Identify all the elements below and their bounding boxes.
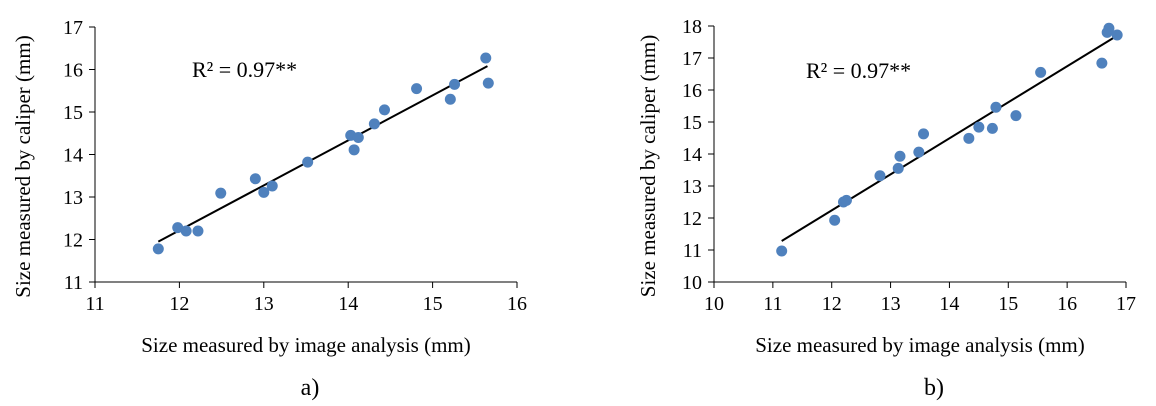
chart-a-data-point xyxy=(180,225,192,237)
chart-b-y-tick-label: 18 xyxy=(682,16,702,38)
chart-b-x-tick-label: 10 xyxy=(704,293,724,315)
chart-a-x-tick-label: 15 xyxy=(423,293,443,315)
chart-b-data-point xyxy=(1035,66,1047,78)
chart-a-data-point xyxy=(172,222,184,234)
chart-b-x-tick-label: 12 xyxy=(822,293,842,315)
chart-b-data-point xyxy=(1111,29,1123,41)
chart-a-y-axis-label: Size measured by caliper (mm) xyxy=(11,35,35,297)
chart-b-x-tick-label: 17 xyxy=(1116,293,1136,315)
chart-b-trendline xyxy=(781,34,1118,242)
chart-b-x-tick-label: 16 xyxy=(1057,293,1077,315)
chart-a-data-point xyxy=(348,144,360,156)
chart-b-panel-label: b) xyxy=(924,375,944,401)
chart-a-x-tick-label: 14 xyxy=(338,293,358,315)
chart-b-data-point xyxy=(986,122,998,134)
chart-b-x-tick-label: 11 xyxy=(763,293,782,315)
chart-a-data-point xyxy=(482,77,494,89)
chart-b-data-point xyxy=(1010,110,1022,122)
chart-a-data-point xyxy=(411,83,423,95)
chart-b-x-tick-label: 14 xyxy=(939,293,959,315)
chart-a-y-tick-label: 17 xyxy=(63,17,83,39)
chart-b-y-tick-label: 13 xyxy=(682,176,702,198)
chart-b-data-point xyxy=(894,150,906,162)
chart-a-r-squared-annotation: R² = 0.97** xyxy=(192,57,297,82)
chart-a-data-point xyxy=(480,52,492,64)
chart-b-r-squared-annotation: R² = 0.97** xyxy=(806,58,911,83)
chart-a-data-point xyxy=(378,104,390,116)
chart-b-data-point xyxy=(776,245,788,257)
chart-a-data-point xyxy=(266,180,278,192)
chart-a-x-tick-label: 16 xyxy=(507,293,527,315)
chart-a-panel-label: a) xyxy=(301,375,320,401)
chart-b-data-point xyxy=(913,146,925,158)
chart-b-y-tick-label: 11 xyxy=(683,240,702,262)
chart-a-data-point xyxy=(152,243,164,255)
chart-a-y-tick-label: 15 xyxy=(63,102,83,124)
chart-b-y-tick-label: 12 xyxy=(682,208,702,230)
chart-b-data-point xyxy=(829,214,841,226)
chart-a-data-point xyxy=(192,225,204,237)
chart-a-data-point xyxy=(302,156,314,168)
chart-b-data-point xyxy=(973,121,985,133)
chart-b-data-point xyxy=(874,170,886,182)
chart-b-x-tick-label: 15 xyxy=(998,293,1018,315)
chart-a-y-tick-label: 12 xyxy=(63,230,83,252)
chart-b-data-point xyxy=(1096,57,1108,69)
chart-a-data-point xyxy=(258,186,270,198)
chart-a-data-point xyxy=(368,118,380,130)
chart-b-y-tick-label: 15 xyxy=(682,112,702,134)
chart-b-data-point xyxy=(963,132,975,144)
chart-b-data-point xyxy=(892,162,904,174)
chart-a-x-axis-label: Size measured by image analysis (mm) xyxy=(141,333,471,357)
chart-b-x-tick-label: 13 xyxy=(881,293,901,315)
chart-b-y-tick-label: 14 xyxy=(682,144,702,166)
chart-a-data-point xyxy=(249,173,261,185)
chart-a-data-point xyxy=(215,187,227,199)
chart-b-x-axis-label: Size measured by image analysis (mm) xyxy=(755,333,1085,357)
chart-a-x-tick-label: 11 xyxy=(85,293,104,315)
chart-a-y-tick-label: 13 xyxy=(63,187,83,209)
chart-b-y-tick-label: 16 xyxy=(682,80,702,102)
chart-b-data-point xyxy=(840,194,852,206)
chart-b-data-point xyxy=(918,128,930,140)
chart-a-data-point xyxy=(352,132,364,143)
chart-b-y-tick-label: 10 xyxy=(682,272,702,294)
chart-a-y-tick-label: 16 xyxy=(63,60,83,82)
chart-b-data-point xyxy=(1103,22,1115,34)
chart-b-data-point xyxy=(990,101,1002,113)
chart-a-y-tick-label: 11 xyxy=(64,272,83,294)
chart-b-y-tick-label: 17 xyxy=(682,48,702,70)
chart-a-x-tick-label: 13 xyxy=(254,293,274,315)
chart-a-trendline xyxy=(157,65,488,243)
chart-a-data-point xyxy=(449,78,461,90)
chart-b-y-axis-label: Size measured by caliper (mm) xyxy=(636,35,660,297)
chart-a-y-tick-label: 14 xyxy=(63,145,83,167)
chart-a-data-point xyxy=(444,93,456,105)
chart-a-x-tick-label: 12 xyxy=(169,293,189,315)
